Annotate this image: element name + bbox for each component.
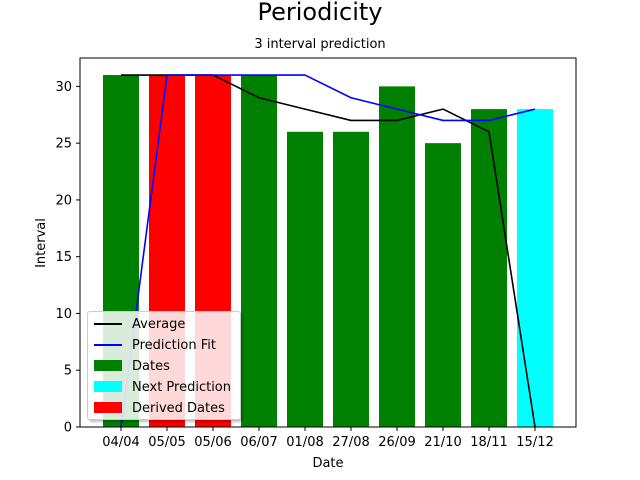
legend-swatch: [94, 323, 122, 325]
lines-layer: [120, 74, 536, 428]
prediction-fit-line: [120, 74, 536, 428]
plot-frame: [79, 57, 577, 428]
x-tick-label: 04/04: [102, 435, 139, 450]
legend-label: Dates: [132, 358, 170, 374]
x-tick-label: 27/08: [332, 435, 369, 450]
y-axis-label: Interval: [34, 218, 49, 268]
legend-key: [94, 356, 122, 376]
x-tick-label: 26/09: [378, 435, 415, 450]
x-axis-label: Date: [312, 456, 343, 471]
legend-item-dates: Dates: [94, 356, 170, 376]
y-tick-label: 10: [55, 307, 72, 322]
legend-label: Prediction Fit: [132, 337, 216, 353]
legend-item-prediction-fit: Prediction Fit: [94, 335, 216, 355]
y-axis: 0 5 10 15 20 25 30: [55, 80, 80, 436]
x-tick-label: 01/08: [286, 435, 323, 450]
y-tick-label: 15: [55, 250, 72, 265]
legend-swatch: [94, 402, 122, 413]
chart-subtitle: 3 interval prediction: [254, 37, 386, 52]
legend-label: Next Prediction: [132, 379, 231, 395]
x-tick-label: 06/07: [240, 435, 277, 450]
y-tick-label: 20: [55, 193, 72, 208]
y-tick-label: 30: [55, 80, 72, 95]
y-tick-label: 5: [64, 364, 72, 379]
bar-06-07: [241, 75, 277, 428]
legend-swatch: [94, 344, 122, 346]
x-tick-label: 05/06: [194, 435, 231, 450]
legend-label: Derived Dates: [132, 400, 225, 416]
legend-key: [94, 314, 122, 334]
legend-item-average: Average: [94, 314, 185, 334]
legend-swatch: [94, 360, 122, 371]
bar-27-08: [333, 131, 369, 428]
y-tick-label: 25: [55, 137, 72, 152]
legend-label: Average: [132, 316, 186, 332]
legend-swatch: [94, 381, 122, 392]
legend-key: [94, 398, 122, 418]
bar-15-12: [517, 109, 553, 427]
chart-legend: Average Prediction Fit Dates Next Predictio…: [87, 311, 241, 420]
bar-18-11: [471, 109, 507, 427]
x-axis: 04/04 05/05 05/06 06/07 01/08 27/08 26/09 21/10…: [102, 427, 554, 450]
x-tick-label: 15/12: [516, 435, 553, 450]
chart-title: Periodicity: [257, 0, 383, 26]
bar-01-08: [287, 131, 323, 428]
legend-item-next-prediction: Next Prediction: [94, 377, 231, 397]
y-tick-label: 0: [64, 421, 72, 436]
x-tick-label: 21/10: [424, 435, 461, 450]
x-tick-label: 18/11: [470, 435, 507, 450]
bar-21-10: [425, 143, 461, 427]
legend-key: [94, 335, 122, 355]
legend-item-derived-dates: Derived Dates: [94, 398, 225, 418]
legend-key: [94, 377, 122, 397]
bar-26-09: [379, 86, 415, 427]
x-tick-label: 05/05: [148, 435, 185, 450]
